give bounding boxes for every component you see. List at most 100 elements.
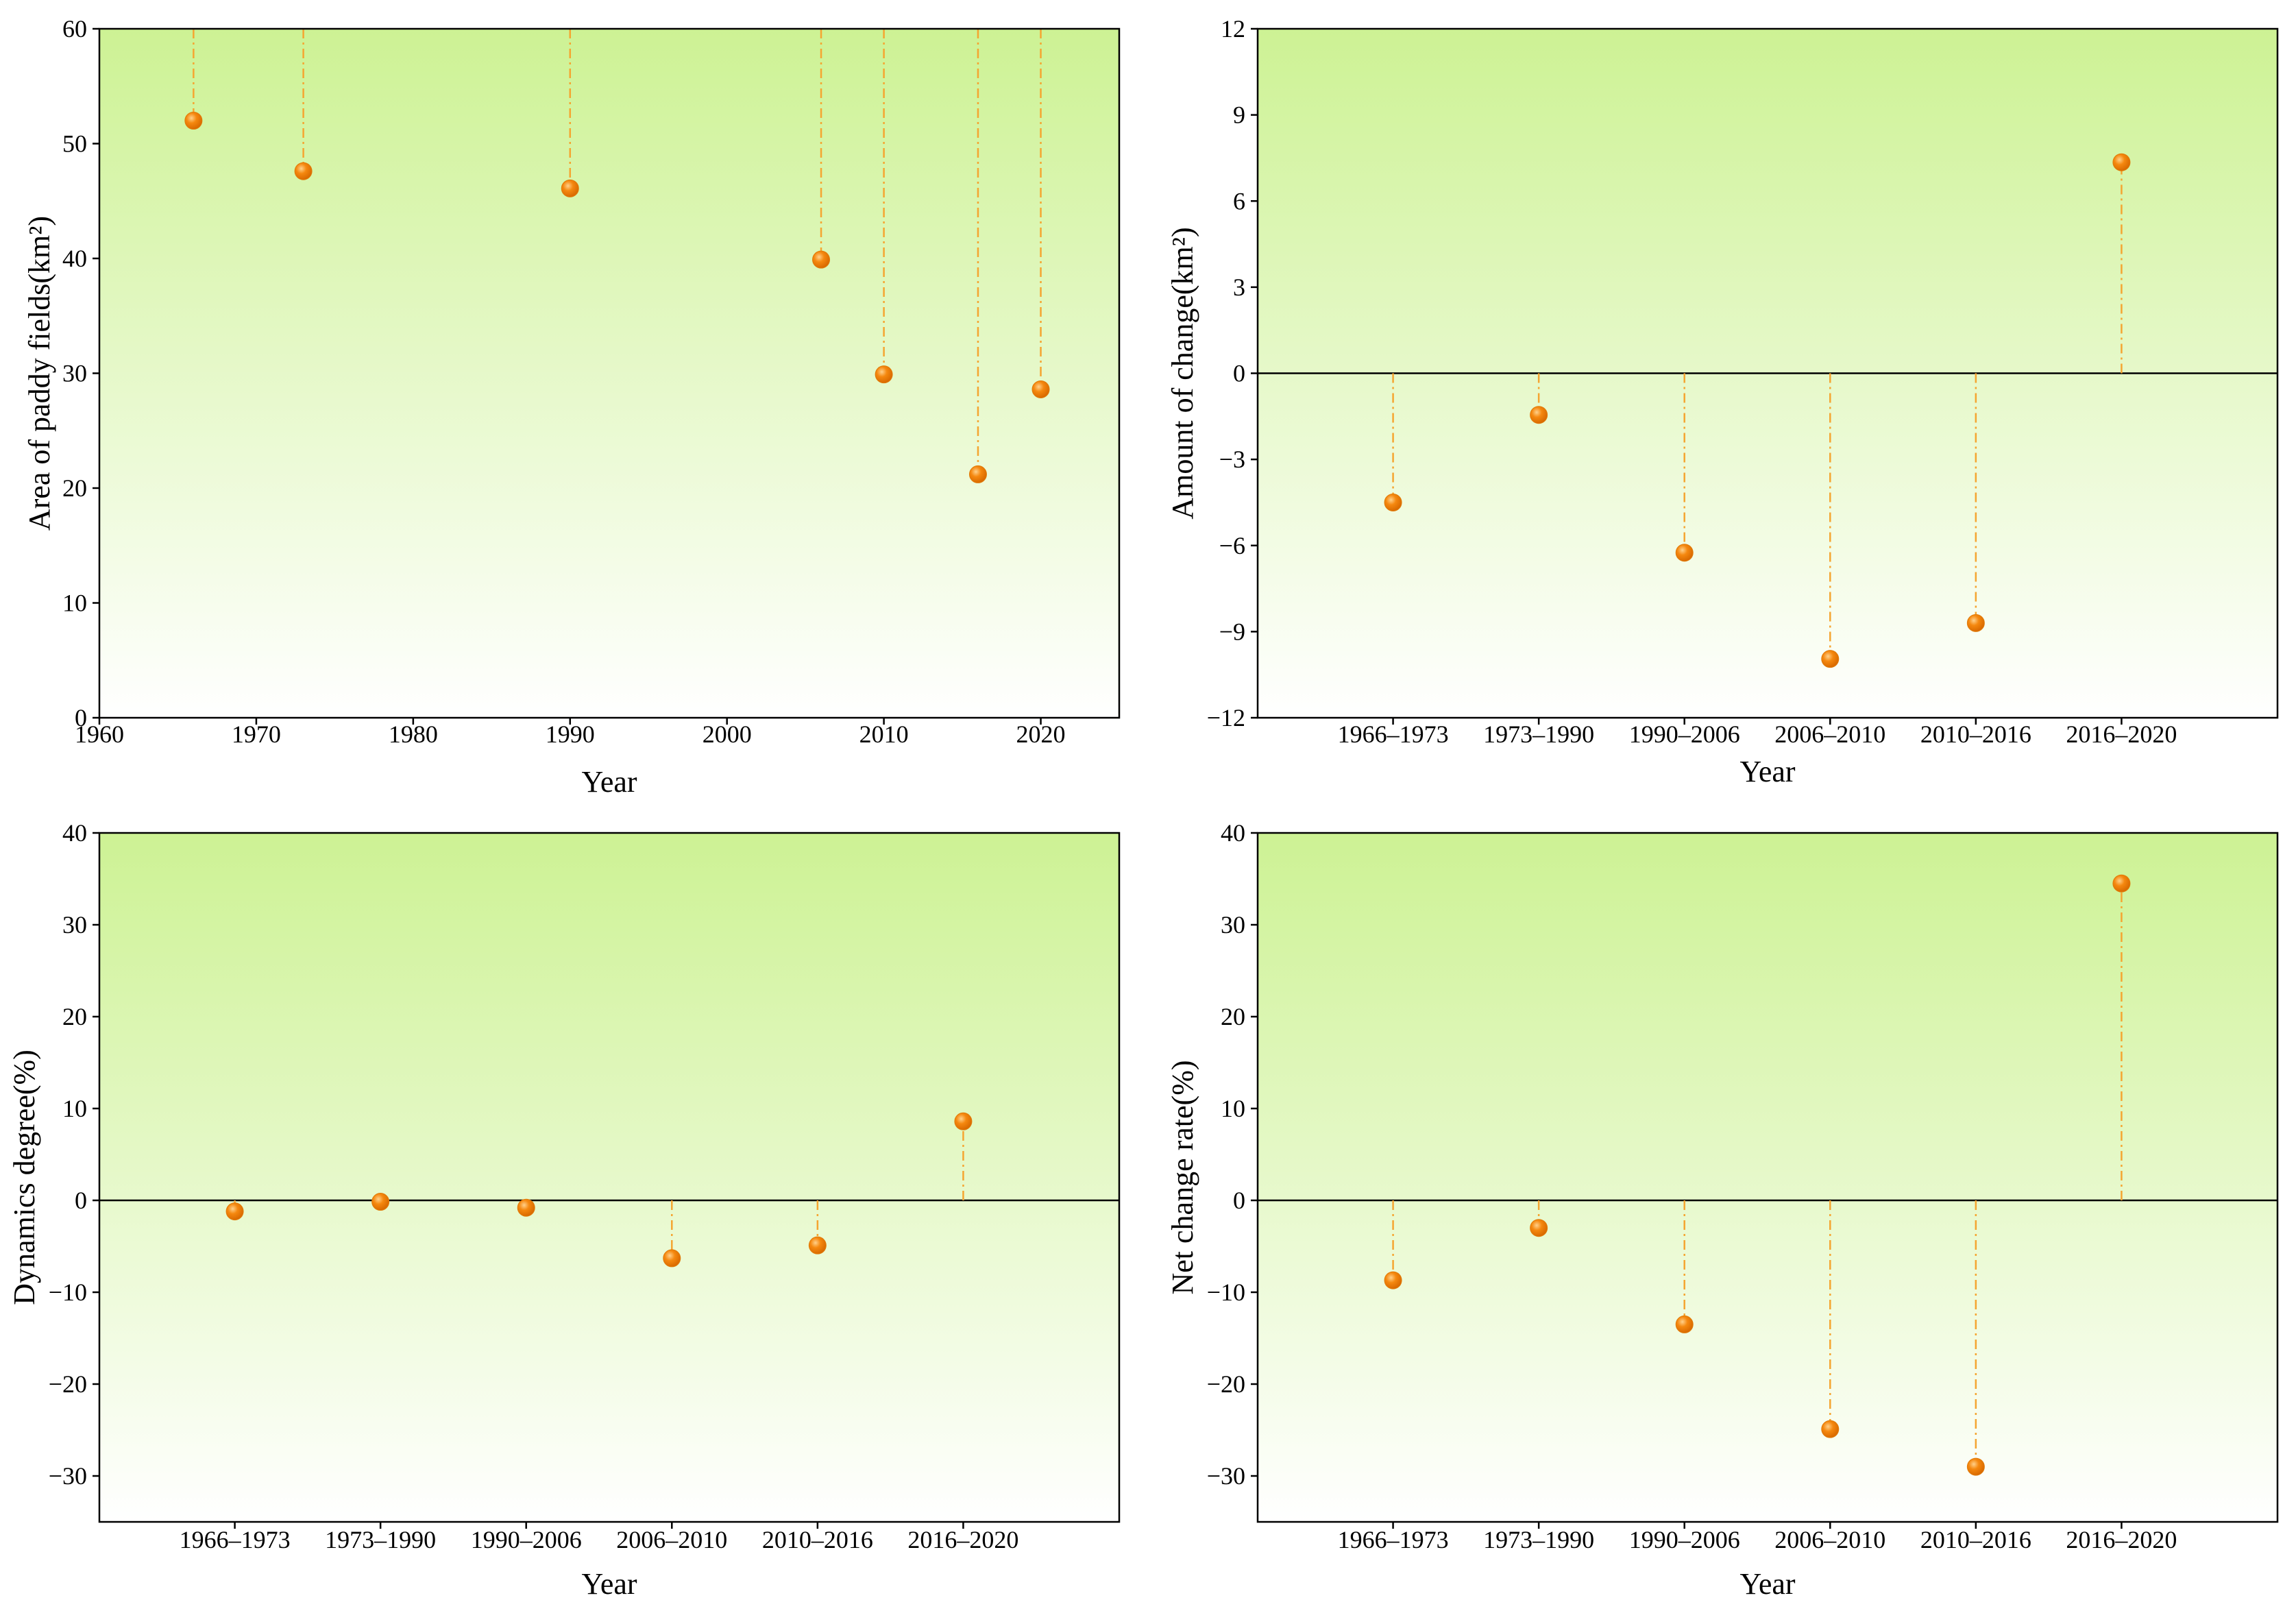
y-axis-title: Net change rate(%)	[1166, 1060, 1199, 1294]
y-tick-label: −6	[1219, 532, 1245, 559]
y-tick-label: 40	[62, 245, 87, 272]
panel-area: 0 10 20 30 40 50 60 1960 1970 1980 1990 2000 2010 202…	[23, 15, 1121, 799]
x-tick-label: 1960	[75, 720, 124, 748]
plot-frame	[1256, 832, 2279, 1523]
y-tick-label: 30	[62, 360, 87, 387]
data-point	[184, 112, 203, 130]
y-tick-label: 0	[75, 704, 87, 731]
plot-frame	[98, 832, 1121, 1523]
plot-background	[1258, 833, 2277, 1522]
panel-dynamics: −30 −20 −10 0 10 20 30 40 1966–1973 1973–1990 1990…	[8, 819, 1121, 1601]
y-tick-label: −30	[49, 1462, 87, 1490]
y-tick-label: 20	[62, 474, 87, 502]
data-point	[1384, 493, 1402, 511]
x-axis-title: Year	[581, 1567, 637, 1601]
x-tick-label: 2010	[859, 720, 909, 748]
y-tick-label: 50	[62, 130, 87, 158]
data-point	[1031, 380, 1050, 398]
data-point	[561, 179, 579, 197]
data-point	[812, 250, 831, 269]
x-tick-label: 2016–2020	[2066, 1526, 2177, 1553]
x-tick-label: 1973–1990	[1483, 720, 1594, 748]
y-tick-label: −10	[1207, 1279, 1245, 1306]
x-axis-title: Year	[1739, 755, 1795, 788]
y-axis-title: Dynamics degree(%)	[8, 1050, 41, 1305]
x-tick-label: 1990–2006	[1629, 720, 1740, 748]
y-tick-label: 0	[1233, 360, 1245, 387]
plot-background	[99, 833, 1119, 1522]
x-tick-label: 2010–2016	[1920, 720, 2031, 748]
data-point	[1821, 650, 1840, 668]
y-tick-label: 30	[62, 911, 87, 938]
y-tick-label: 10	[62, 1095, 87, 1122]
x-tick-label: 1966–1973	[1338, 1526, 1449, 1553]
data-point	[663, 1249, 681, 1268]
y-tick-label: −20	[1207, 1370, 1245, 1398]
data-point	[1530, 406, 1548, 424]
data-point	[517, 1198, 535, 1217]
x-axis-title: Year	[1739, 1567, 1795, 1601]
x-tick-label: 1973–1990	[1483, 1526, 1594, 1553]
y-tick-label: 40	[62, 819, 87, 847]
y-tick-label: −3	[1219, 446, 1245, 473]
x-tick-label: 1980	[389, 720, 438, 748]
y-tick-label: 40	[1221, 819, 1245, 847]
y-tick-label: 30	[1221, 911, 1245, 938]
data-point	[1821, 1420, 1840, 1438]
x-tick-label: 2006–2010	[1774, 1526, 1885, 1553]
panel-amount: −12 −9 −6 −3 0 3 6 9 12 1966–1973 1973–1990 1990–20…	[1166, 15, 2279, 788]
x-tick-label: 1970	[232, 720, 281, 748]
x-tick-label: 2010–2016	[1920, 1526, 2031, 1553]
y-tick-label: −9	[1219, 618, 1245, 645]
x-tick-label: 2020	[1016, 720, 1066, 748]
data-point	[875, 365, 893, 384]
y-tick-label: 12	[1221, 15, 1245, 43]
x-tick-label: 1990	[546, 720, 595, 748]
data-point	[225, 1202, 244, 1221]
x-tick-label: 2016–2020	[907, 1526, 1018, 1553]
data-point	[371, 1193, 390, 1211]
y-tick-label: 10	[62, 590, 87, 617]
x-tick-label: 1966–1973	[1338, 720, 1449, 748]
data-point	[294, 162, 313, 180]
data-point	[954, 1112, 973, 1130]
y-tick-label: 9	[1233, 101, 1245, 129]
y-tick-label: 3	[1233, 274, 1245, 301]
x-axis-title: Year	[581, 765, 637, 799]
data-point	[2112, 874, 2131, 893]
data-point	[1675, 1315, 1694, 1333]
x-tick-label: 2000	[703, 720, 752, 748]
y-tick-label: −10	[49, 1279, 87, 1306]
plot-background	[99, 29, 1119, 718]
y-tick-label: 20	[1221, 1003, 1245, 1030]
y-tick-label: −30	[1207, 1462, 1245, 1490]
data-point	[968, 465, 987, 483]
x-tick-label: 1990–2006	[471, 1526, 582, 1553]
x-tick-label: 1966–1973	[180, 1526, 291, 1553]
x-tick-label: 2016–2020	[2066, 720, 2177, 748]
y-axis-title: Amount of change(km²)	[1166, 227, 1199, 519]
y-tick-label: 10	[1221, 1095, 1245, 1122]
x-tick-label: 2006–2010	[1774, 720, 1885, 748]
data-point	[1966, 614, 1985, 632]
data-point	[2112, 153, 2131, 171]
y-tick-label: 0	[1233, 1187, 1245, 1214]
y-tick-label: −20	[49, 1370, 87, 1398]
panel-netrate: −30 −20 −10 0 10 20 30 40 1966–1973 1973–1990 1990…	[1166, 819, 2279, 1601]
y-tick-label: 60	[62, 15, 87, 43]
data-point	[1675, 544, 1694, 562]
data-point	[1384, 1271, 1402, 1289]
x-tick-label: 1990–2006	[1629, 1526, 1740, 1553]
y-tick-label: −12	[1207, 704, 1245, 731]
data-point	[808, 1236, 827, 1255]
y-tick-label: 6	[1233, 187, 1245, 215]
x-tick-label: 2010–2016	[762, 1526, 873, 1553]
y-tick-label: 20	[62, 1003, 87, 1030]
y-axis-title: Area of paddy fields(km²)	[23, 216, 56, 531]
x-tick-label: 2006–2010	[616, 1526, 727, 1553]
data-point	[1966, 1457, 1985, 1476]
y-tick-label: 0	[75, 1187, 87, 1214]
x-tick-label: 1973–1990	[325, 1526, 436, 1553]
data-point	[1530, 1219, 1548, 1237]
